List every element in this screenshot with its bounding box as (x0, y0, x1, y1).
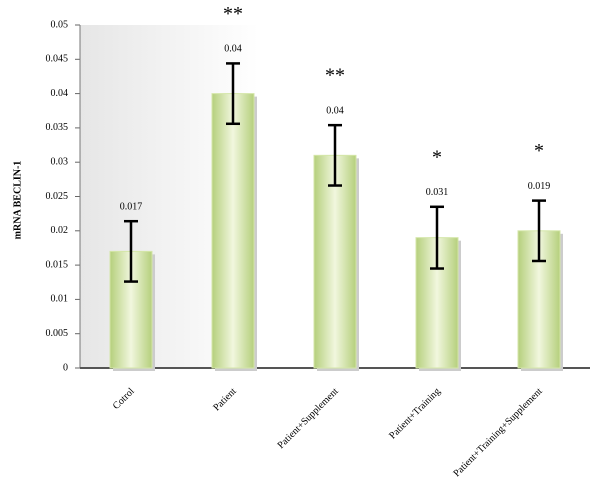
x-tick-label: Patient+Training (387, 386, 443, 442)
y-tick-label: 0.05 (51, 19, 69, 30)
y-tick-label: 0.03 (51, 156, 69, 167)
significance: * (432, 146, 442, 168)
y-tick-label: 0.035 (46, 122, 69, 133)
data-label: 0.019 (528, 181, 551, 192)
y-axis-label: mRNA BECLIN-1 (12, 161, 23, 240)
y-tick-label: 0.005 (46, 328, 69, 339)
x-tick-label: Patient+Training+Supplement (451, 386, 544, 479)
y-tick-label: 0.045 (46, 54, 69, 65)
x-tick-label: Patient (211, 386, 239, 414)
data-label: 0.017 (120, 201, 143, 212)
significance: ** (223, 3, 243, 25)
y-tick-label: 0.015 (46, 259, 69, 270)
significance: * (534, 140, 544, 162)
y-tick-label: 0.025 (46, 191, 69, 202)
data-label: 0.04 (326, 105, 344, 116)
y-tick-label: 0 (63, 362, 68, 373)
data-label: 0.04 (224, 44, 242, 55)
y-tick-label: 0.02 (51, 225, 69, 236)
bar (313, 154, 357, 369)
y-tick-label: 0.04 (51, 88, 69, 99)
y-tick-label: 0.01 (51, 294, 69, 305)
x-tick-label: Cotrol (111, 386, 137, 412)
x-tick-label: Patient+Supplement (276, 386, 341, 451)
bar (211, 93, 255, 369)
significance: ** (325, 65, 345, 87)
data-label: 0.031 (426, 187, 449, 198)
